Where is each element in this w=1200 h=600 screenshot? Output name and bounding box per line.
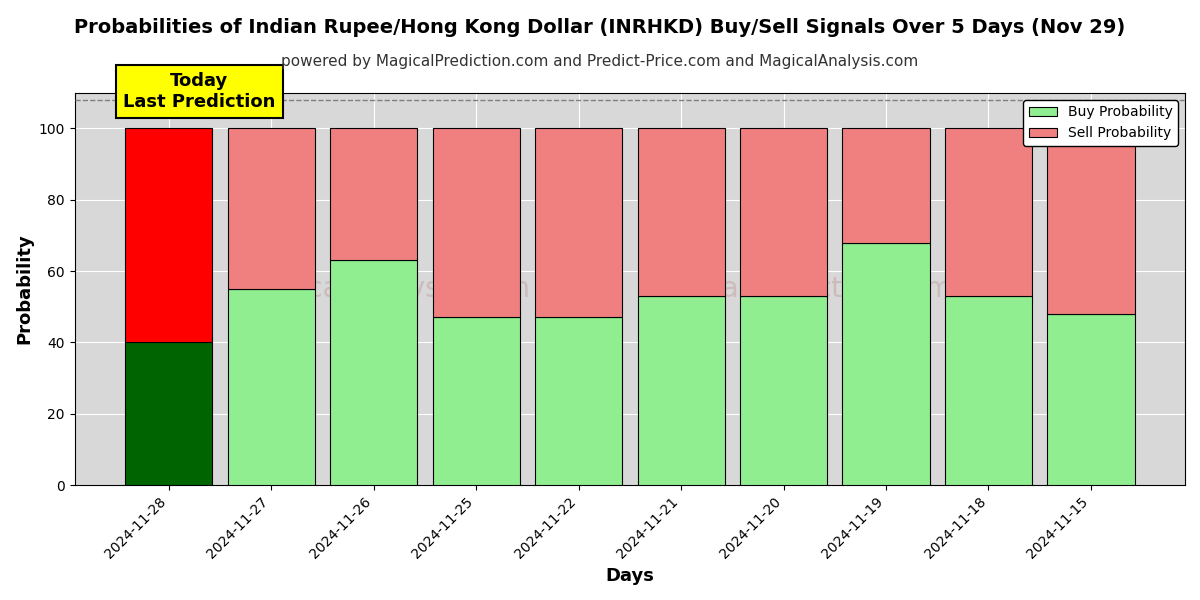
- Legend: Buy Probability, Sell Probability: Buy Probability, Sell Probability: [1024, 100, 1178, 146]
- Bar: [944, 296, 1032, 485]
- Bar: [740, 296, 827, 485]
- X-axis label: Days: Days: [605, 567, 654, 585]
- Bar: [1048, 128, 1134, 314]
- Text: Probabilities of Indian Rupee/Hong Kong Dollar (INRHKD) Buy/Sell Signals Over 5 : Probabilities of Indian Rupee/Hong Kong …: [74, 18, 1126, 37]
- Bar: [535, 128, 622, 317]
- Bar: [228, 289, 314, 485]
- Bar: [944, 128, 1032, 296]
- Bar: [125, 343, 212, 485]
- Text: MagicalPrediction.com: MagicalPrediction.com: [640, 275, 953, 303]
- Bar: [740, 128, 827, 296]
- Bar: [842, 128, 930, 242]
- Bar: [432, 317, 520, 485]
- Bar: [330, 260, 418, 485]
- Y-axis label: Probability: Probability: [16, 233, 34, 344]
- Text: Today
Last Prediction: Today Last Prediction: [124, 72, 276, 110]
- Bar: [228, 128, 314, 289]
- Bar: [842, 242, 930, 485]
- Text: powered by MagicalPrediction.com and Predict-Price.com and MagicalAnalysis.com: powered by MagicalPrediction.com and Pre…: [281, 54, 919, 69]
- Bar: [535, 317, 622, 485]
- Bar: [432, 128, 520, 317]
- Bar: [637, 296, 725, 485]
- Bar: [330, 128, 418, 260]
- Bar: [125, 128, 212, 343]
- Bar: [1048, 314, 1134, 485]
- Text: MagicalAnalysis.com: MagicalAnalysis.com: [241, 275, 530, 303]
- Bar: [637, 128, 725, 296]
